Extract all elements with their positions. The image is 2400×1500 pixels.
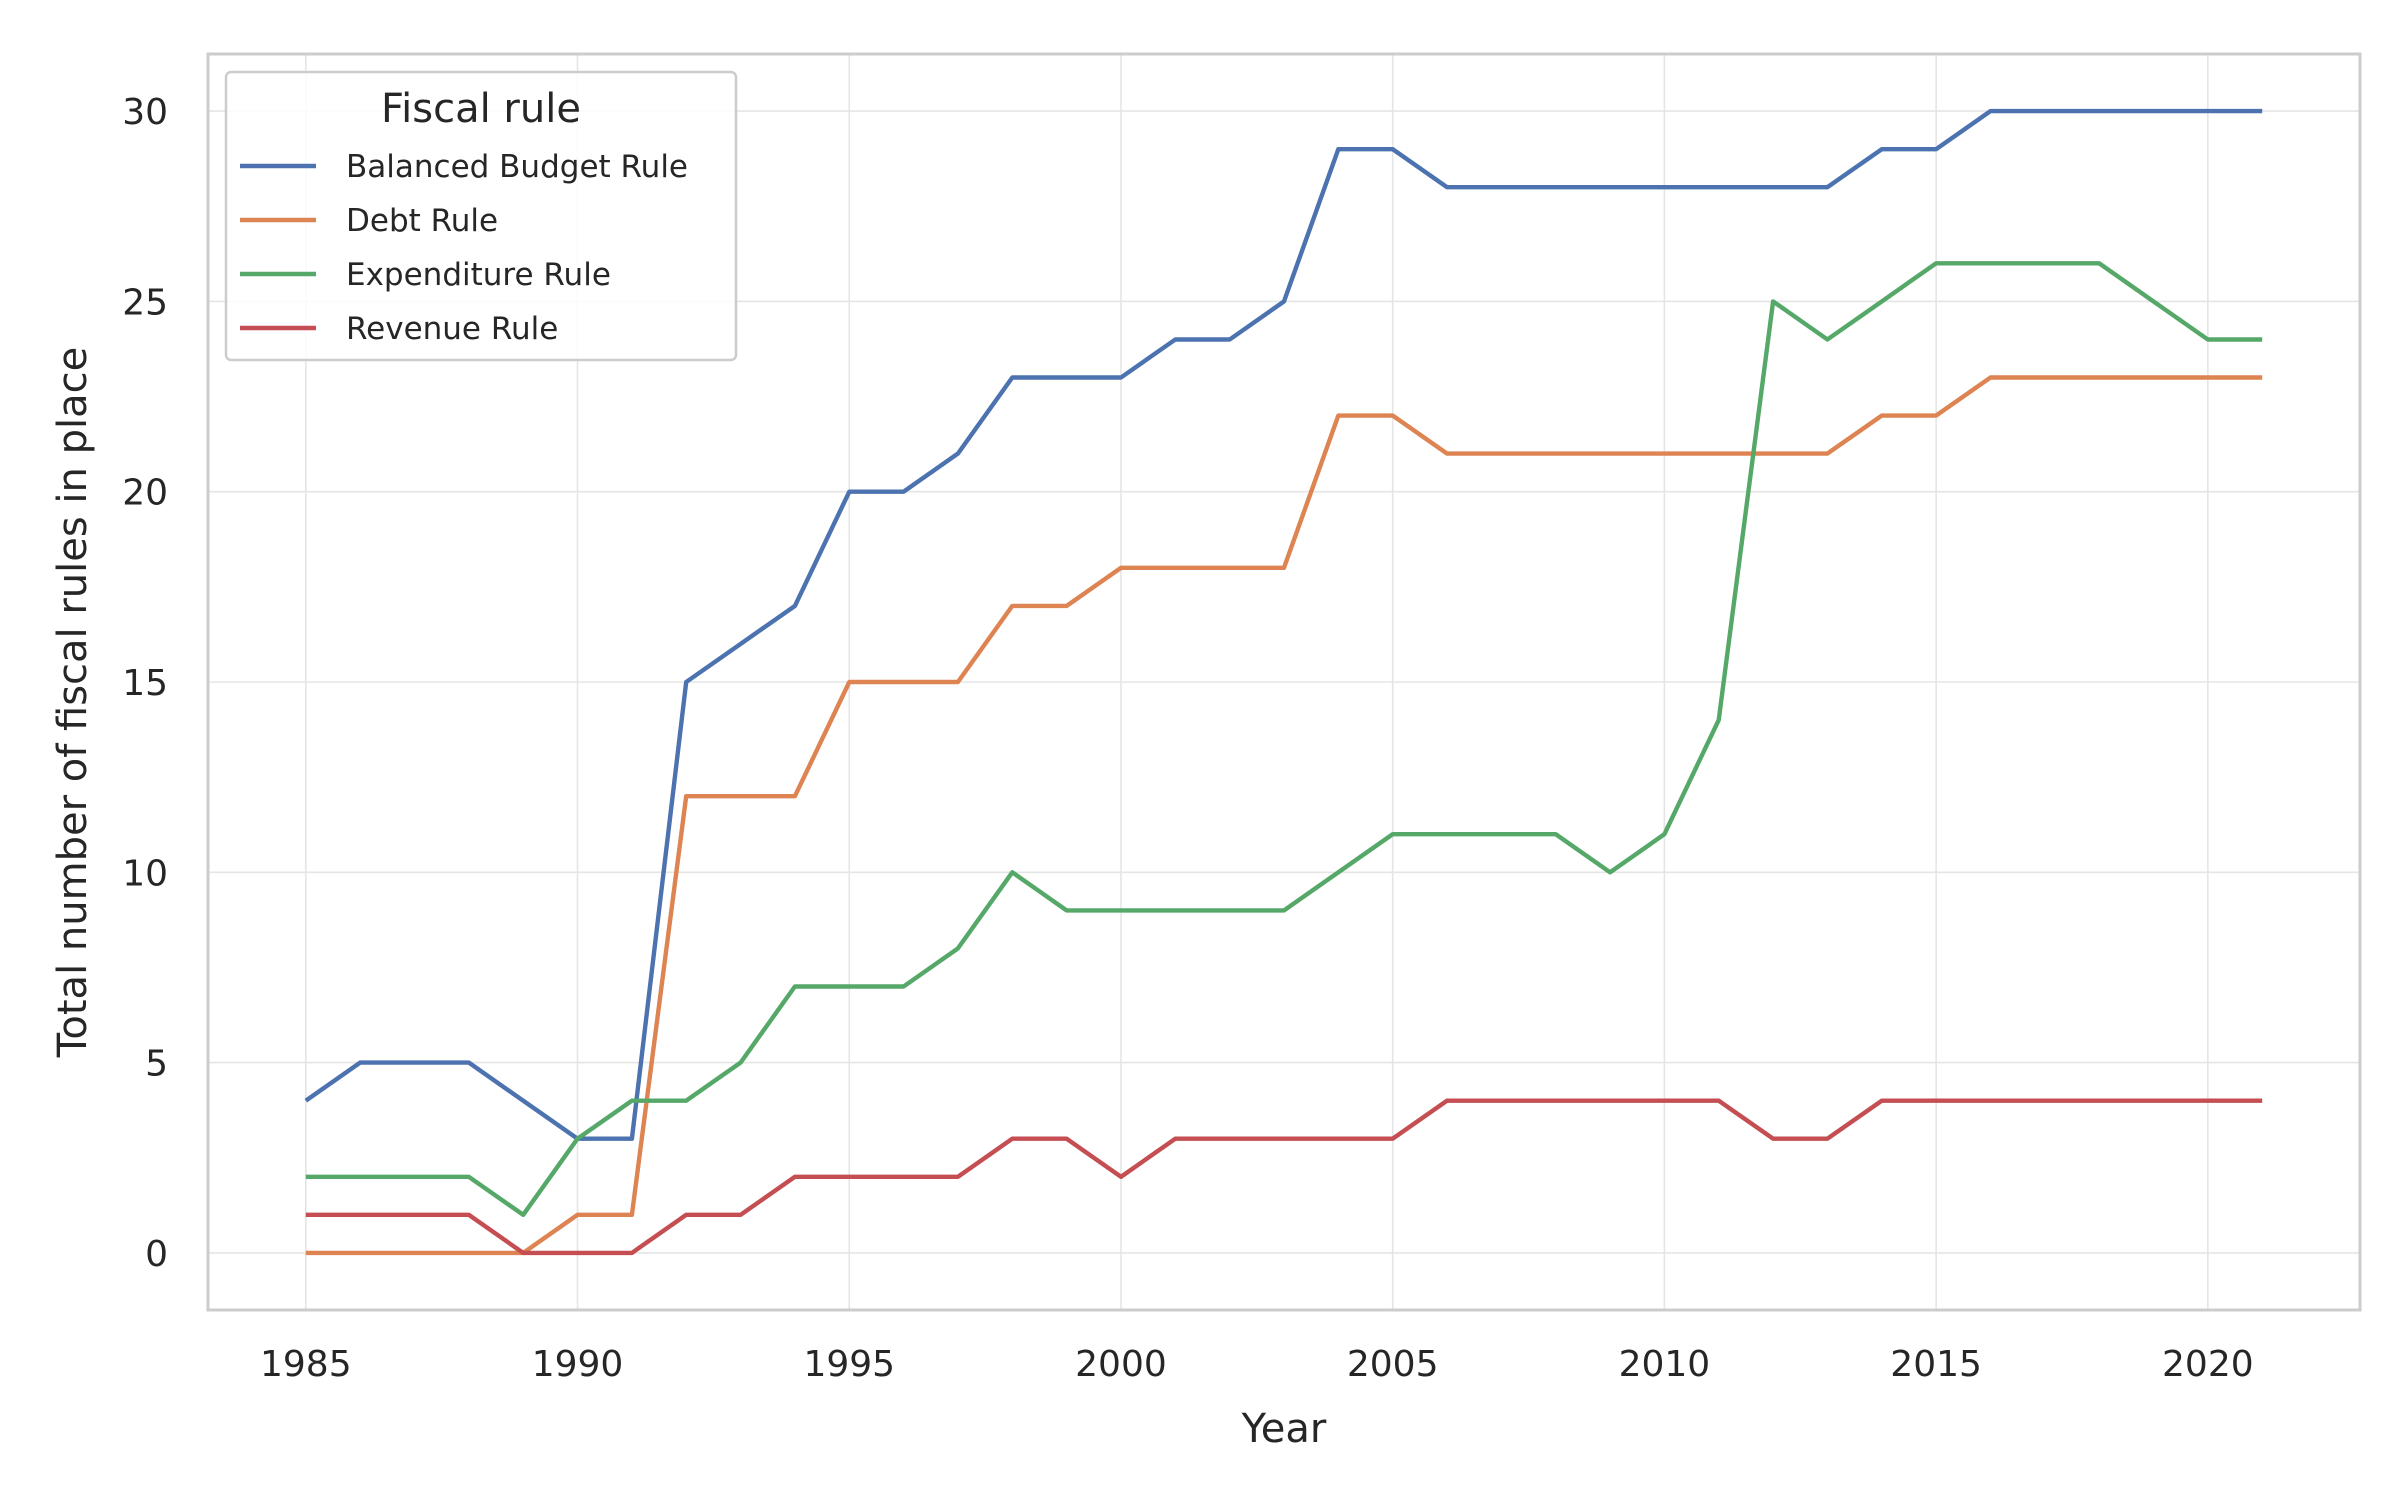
legend: Fiscal rule Balanced Budget Rule Debt Rul…	[224, 70, 738, 362]
legend-box	[224, 70, 738, 362]
plot-frame	[206, 52, 2362, 1312]
x-tick-label: 2000	[1075, 1344, 1167, 1385]
x-tick-label: 2005	[1347, 1344, 1439, 1385]
x-tick-label: 1990	[532, 1344, 624, 1385]
x-tick-label: 1995	[803, 1344, 895, 1385]
y-tick-label: 0	[145, 1234, 168, 1275]
series-line-debt-rule	[305, 375, 2263, 1256]
y-tick-label: 15	[122, 663, 168, 704]
series-line-expenditure-rule	[305, 261, 2263, 1218]
legend-label: Balanced Budget Rule	[346, 149, 688, 185]
legend-label: Expenditure Rule	[346, 257, 611, 293]
series-lines	[304, 108, 2263, 1256]
x-tick-label: 2010	[1619, 1344, 1711, 1385]
x-axis-title: Year	[1241, 1406, 1327, 1452]
legend-label: Debt Rule	[346, 203, 498, 239]
y-tick-label: 10	[122, 853, 168, 894]
y-tick-label: 25	[122, 282, 168, 323]
legend-label: Revenue Rule	[346, 311, 558, 347]
series-line-balanced-budget-rule	[304, 108, 2263, 1141]
y-tick-label: 5	[145, 1044, 168, 1085]
x-tick-label: 2020	[2162, 1344, 2254, 1385]
y-tick-label: 20	[122, 473, 168, 514]
legend-title: Fiscal rule	[381, 86, 581, 132]
y-tick-label: 30	[122, 92, 168, 133]
x-tick-label: 1985	[260, 1344, 352, 1385]
legend-items: Balanced Budget Rule Debt Rule Expenditure…	[240, 149, 688, 347]
series-line-revenue-rule	[305, 1098, 2263, 1256]
x-tick-label: 2015	[1890, 1344, 1982, 1385]
y-tick-labels: 0 5 10 15 20 25 30	[122, 92, 168, 1275]
y-axis-title: Total number of fiscal rules in place	[50, 347, 96, 1058]
x-tick-labels: 1985 1990 1995 2000 2005 2010 2015 2020	[260, 1344, 2254, 1385]
